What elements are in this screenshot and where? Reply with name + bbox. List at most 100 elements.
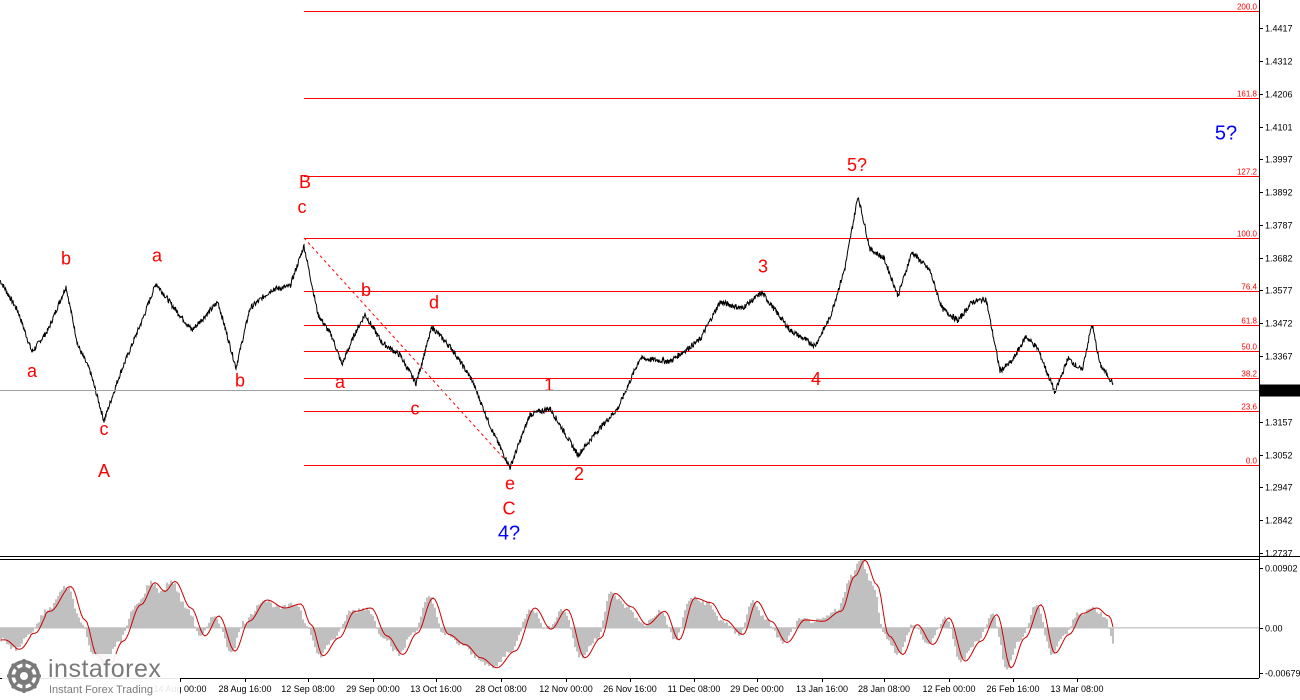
- osc-histogram-bar: [66, 588, 68, 628]
- osc-histogram-bar: [1098, 613, 1100, 628]
- time-tick-label: 14 Aug 00:00: [153, 684, 206, 694]
- wave-label: B: [299, 172, 311, 192]
- osc-histogram-bar: [430, 597, 432, 628]
- osc-histogram-bar: [34, 627, 36, 629]
- price-tick-label: 1.3052: [1265, 451, 1293, 461]
- osc-histogram-bar: [824, 617, 826, 628]
- osc-histogram-bar: [768, 619, 770, 628]
- osc-histogram-bar: [900, 627, 902, 654]
- osc-histogram-bar: [61, 589, 63, 628]
- osc-histogram-bar: [868, 580, 870, 628]
- osc-histogram-bar: [412, 627, 414, 633]
- fib-label: 50.0: [1241, 343, 1257, 352]
- osc-histogram-bar: [1024, 627, 1026, 634]
- price-tick-label: 1.4417: [1265, 24, 1293, 34]
- osc-histogram-bar: [908, 627, 910, 633]
- osc-histogram-bar: [448, 627, 450, 634]
- osc-histogram-bar: [518, 627, 520, 635]
- osc-histogram-bar: [882, 627, 884, 632]
- wave-labels: a b c Aa b Bc b a d c eC 4? 1 2 3 4 5? 5?: [27, 123, 1237, 545]
- osc-histogram-bar: [494, 627, 496, 667]
- osc-histogram-bar: [550, 627, 552, 629]
- osc-histogram-bar: [772, 627, 774, 629]
- osc-histogram-bar: [1102, 617, 1104, 628]
- osc-histogram-bar: [408, 627, 410, 637]
- osc-histogram-bar: [344, 621, 346, 628]
- wave-label: a: [27, 361, 38, 381]
- osc-histogram-bar: [396, 627, 398, 652]
- price-tick-label: 1.3997: [1265, 155, 1293, 165]
- osc-histogram-bar: [1096, 612, 1098, 628]
- osc-histogram-bar: [664, 616, 666, 628]
- osc-histogram-bar: [808, 619, 810, 628]
- osc-histogram-bar: [192, 616, 194, 628]
- osc-histogram-bar: [536, 612, 538, 628]
- osc-histogram-bar: [744, 622, 746, 628]
- osc-histogram-bar: [960, 627, 962, 663]
- wave-label: b: [61, 249, 71, 269]
- osc-histogram-bar: [836, 611, 838, 628]
- osc-histogram-bar: [484, 627, 486, 666]
- osc-histogram-bar: [38, 622, 40, 628]
- osc-histogram-bar: [910, 624, 912, 628]
- osc-histogram-bar: [668, 627, 670, 629]
- osc-histogram-bar: [406, 627, 408, 640]
- osc-histogram-bar: [766, 619, 768, 628]
- instaforex-logo: instaforex Instant Forex Trading: [2, 654, 180, 698]
- osc-histogram-bar: [1092, 606, 1094, 628]
- osc-histogram-bar: [1068, 627, 1070, 630]
- osc-histogram-bar: [264, 600, 266, 628]
- osc-histogram-bar: [160, 590, 162, 628]
- wave-label: C: [503, 499, 516, 519]
- osc-histogram-bar: [498, 627, 500, 662]
- time-tick-label: 12 Feb 00:00: [922, 684, 975, 694]
- osc-histogram-bar: [332, 627, 334, 640]
- osc-histogram-bar: [572, 627, 574, 639]
- osc-histogram-bar: [606, 601, 608, 628]
- osc-histogram-bar: [1110, 627, 1112, 637]
- osc-histogram-bar: [630, 610, 632, 628]
- osc-histogram-bar: [354, 610, 356, 628]
- osc-histogram-bar: [920, 627, 922, 635]
- osc-histogram-bar: [188, 609, 190, 628]
- osc-histogram-bar: [816, 618, 818, 628]
- current-price-box: [1260, 384, 1300, 397]
- osc-histogram-bar: [818, 618, 820, 628]
- osc-histogram-bar: [220, 626, 222, 628]
- osc-histogram-bar: [19, 627, 21, 647]
- osc-histogram-bar: [312, 627, 314, 641]
- osc-histogram-bar: [178, 592, 180, 628]
- osc-histogram-bar: [704, 604, 706, 628]
- wave-label: d: [429, 292, 439, 312]
- osc-histogram-bar: [32, 627, 34, 632]
- osc-histogram-bar: [25, 627, 27, 638]
- osc-histogram-bar: [1094, 607, 1096, 628]
- osc-histogram-bar: [98, 627, 100, 663]
- osc-histogram-bar: [388, 627, 390, 641]
- osc-histogram-bar: [140, 599, 142, 628]
- osc-histogram-bar: [1072, 619, 1074, 628]
- osc-histogram-bar: [834, 609, 836, 628]
- osc-histogram-bar: [17, 627, 19, 648]
- osc-histogram-bar: [534, 612, 536, 628]
- osc-histogram-bar: [520, 627, 522, 632]
- osc-histogram-bar: [916, 627, 918, 629]
- osc-histogram-bar: [1050, 627, 1052, 655]
- time-tick-label: 28 Jan 08:00: [858, 684, 910, 694]
- osc-histogram-bar: [74, 608, 76, 628]
- fib-label: 127.2: [1237, 168, 1258, 177]
- osc-histogram-bar: [564, 612, 566, 628]
- osc-histogram-bar: [884, 627, 886, 635]
- osc-histogram-bar: [366, 607, 368, 628]
- osc-histogram-bar: [956, 627, 958, 657]
- osc-histogram-bar: [1054, 627, 1056, 651]
- osc-tick-label: 0.00902: [1265, 564, 1298, 574]
- osc-histogram-bar: [1112, 627, 1114, 644]
- osc-histogram-bar: [1028, 623, 1030, 628]
- osc-histogram-bar: [996, 626, 998, 628]
- osc-histogram-bar: [224, 627, 226, 639]
- osc-histogram-bar: [470, 627, 472, 655]
- osc-histogram-bar: [672, 627, 674, 640]
- osc-histogram-bar: [432, 603, 434, 628]
